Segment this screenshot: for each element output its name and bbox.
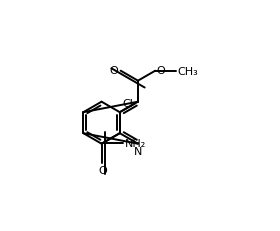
- Text: Cl: Cl: [122, 99, 133, 109]
- Text: CH₃: CH₃: [178, 66, 198, 76]
- Text: O: O: [98, 165, 107, 175]
- Text: N: N: [134, 147, 143, 157]
- Text: NH₂: NH₂: [125, 139, 146, 149]
- Text: O: O: [157, 66, 165, 76]
- Text: O: O: [110, 66, 119, 76]
